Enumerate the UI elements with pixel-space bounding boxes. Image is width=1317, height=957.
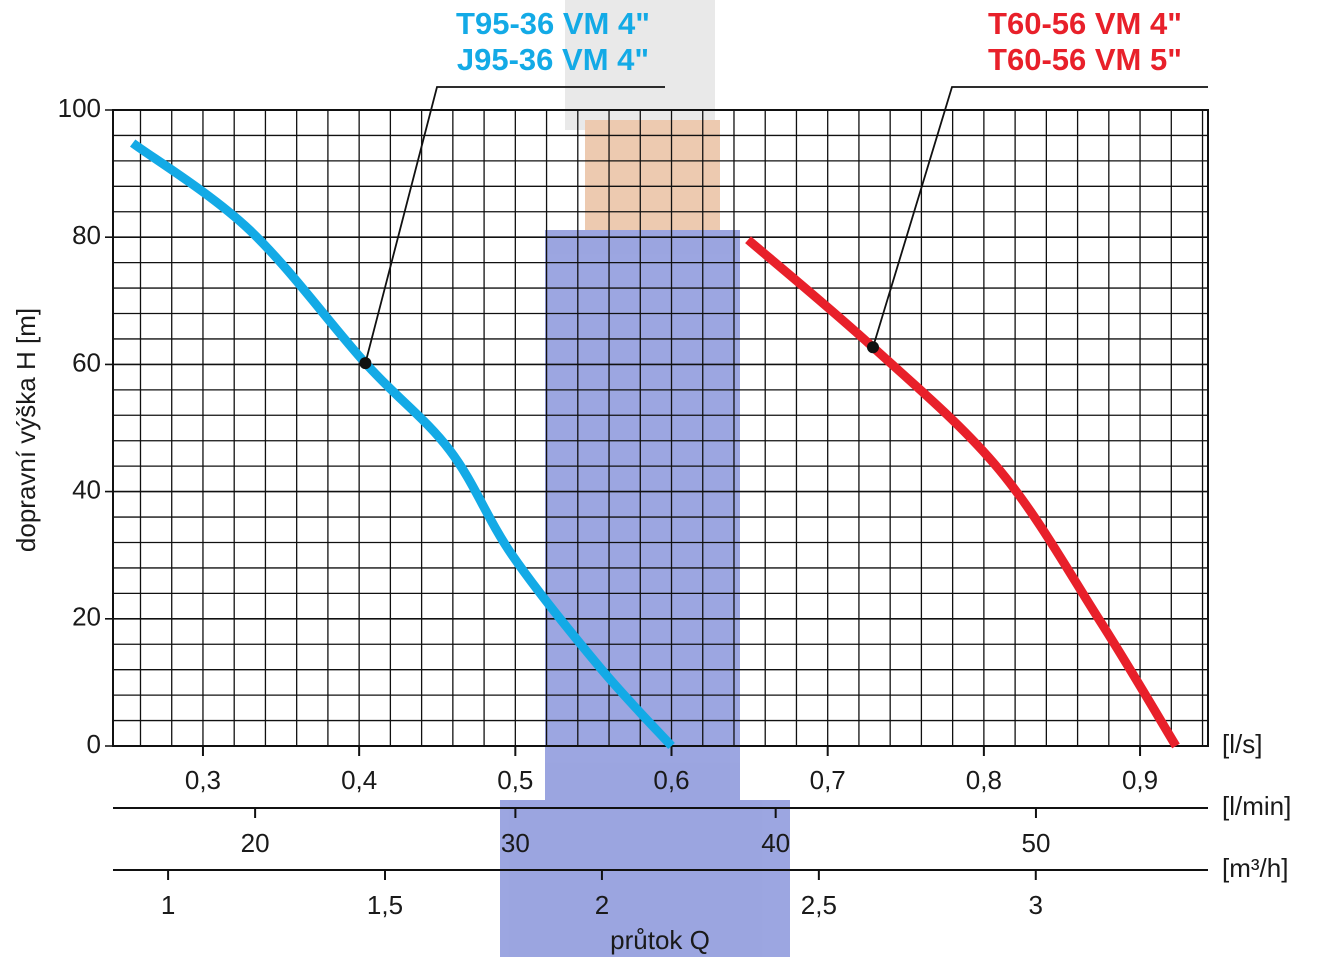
pump-copper xyxy=(585,120,720,240)
x-axis-unit: [l/min] xyxy=(1222,791,1291,821)
point-marker xyxy=(359,357,372,370)
x-tick-label: 0,9 xyxy=(1122,765,1158,795)
x-tick-label: 1,5 xyxy=(367,890,403,920)
pump-base xyxy=(500,800,790,957)
x-tick-label: 0,8 xyxy=(966,765,1002,795)
leader-line xyxy=(364,86,665,364)
x-tick-label: 0,6 xyxy=(653,765,689,795)
x-tick-label: 30 xyxy=(501,828,530,858)
point-marker xyxy=(866,341,879,354)
series-label: T60-56 VM 5" xyxy=(988,42,1182,77)
x-tick-label: 0,3 xyxy=(185,765,221,795)
y-axis-label: dopravní výška H [m] xyxy=(11,308,41,552)
y-tick-label: 40 xyxy=(72,474,101,504)
x-tick-label: 50 xyxy=(1021,828,1050,858)
x-tick-label: 2 xyxy=(595,890,609,920)
series-label: J95-36 VM 4" xyxy=(457,42,649,77)
x-tick-label: 3 xyxy=(1029,890,1043,920)
x-tick-label: 2,5 xyxy=(801,890,837,920)
x-tick-label: 0,4 xyxy=(341,765,377,795)
curve xyxy=(129,139,675,750)
y-tick-label: 80 xyxy=(72,220,101,250)
x-tick-label: 1 xyxy=(161,890,175,920)
x-tick-label: 40 xyxy=(761,828,790,858)
curve xyxy=(745,236,1180,749)
x-tick-label: 0,5 xyxy=(497,765,533,795)
background-pump xyxy=(500,0,790,957)
x-tick-label: 20 xyxy=(241,828,270,858)
x-tick-label: 0,7 xyxy=(810,765,846,795)
pump-top xyxy=(565,0,715,130)
x-axis-unit: [l/s] xyxy=(1222,729,1262,759)
series-label: T95-36 VM 4" xyxy=(456,6,650,41)
x-axis-unit: [m³/h] xyxy=(1222,853,1288,883)
series-label: T60-56 VM 4" xyxy=(988,6,1182,41)
y-tick-label: 20 xyxy=(72,602,101,632)
y-tick-label: 0 xyxy=(87,729,101,759)
leader-line xyxy=(872,86,1208,348)
y-tick-label: 60 xyxy=(72,347,101,377)
y-tick-label: 100 xyxy=(58,93,101,123)
x-axis-label: průtok Q xyxy=(610,925,710,955)
